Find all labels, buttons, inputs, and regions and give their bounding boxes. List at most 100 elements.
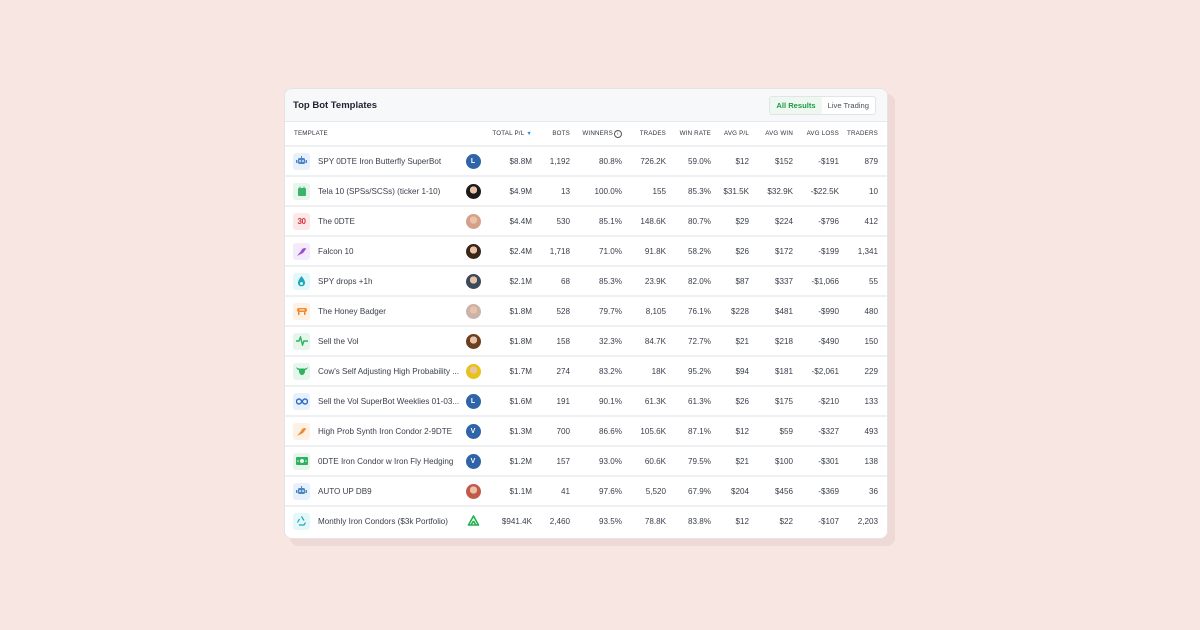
col-total-pl[interactable]: TOTAL P/L ▼ bbox=[485, 122, 532, 147]
template-name[interactable]: AUTO UP DB9 bbox=[318, 486, 372, 496]
avatar-letter[interactable]: L bbox=[465, 153, 481, 169]
template-name[interactable]: The 0DTE bbox=[318, 216, 355, 226]
table-row-7[interactable]: Sell the Vol $1.8M 158 32.3% 84.7K 72.7%… bbox=[285, 326, 887, 357]
avg-pl: $204 bbox=[711, 476, 749, 507]
sort-desc-icon[interactable]: ▼ bbox=[526, 131, 532, 137]
table-row-10[interactable]: High Prob Synth Iron Condor 2-9DTE V $1.… bbox=[285, 416, 887, 447]
table-row-5[interactable]: SPY drops +1h $2.1M 68 85.3% 23.9K 82.0%… bbox=[285, 266, 887, 297]
traders: 1,341 bbox=[839, 236, 878, 267]
template-name[interactable]: Sell the Vol bbox=[318, 336, 359, 346]
table-row-2[interactable]: Tela 10 (SPSs/SCSs) (ticker 1-10) $4.9M … bbox=[285, 176, 887, 207]
bots: 191 bbox=[532, 386, 570, 417]
templates-table: TEMPLATE TOTAL P/L ▼ BOTS WINNERS i TRADES… bbox=[285, 122, 887, 535]
tab-live-trading[interactable]: Live Trading bbox=[827, 100, 869, 110]
avatar-photo[interactable] bbox=[465, 273, 481, 289]
col-win-rate[interactable]: WIN RATE bbox=[666, 122, 711, 147]
bots: 157 bbox=[532, 446, 570, 477]
avg-win: $175 bbox=[749, 386, 793, 417]
avg-win: $32.9K bbox=[749, 176, 793, 207]
traders: 480 bbox=[839, 296, 878, 327]
table-row-11[interactable]: 0DTE Iron Condor w Iron Fly Hedging V $1… bbox=[285, 446, 887, 477]
avg-loss: -$1,066 bbox=[793, 266, 839, 297]
avatar-letter[interactable]: L bbox=[465, 393, 481, 409]
template-name[interactable]: Sell the Vol SuperBot Weeklies 01-03... bbox=[318, 396, 460, 406]
template-name[interactable]: The Honey Badger bbox=[318, 306, 386, 316]
avg-loss: -$191 bbox=[793, 146, 839, 177]
infinity-icon bbox=[293, 392, 310, 410]
col-avg-loss[interactable]: AVG LOSS bbox=[793, 122, 839, 147]
avg-loss: -$107 bbox=[818, 516, 839, 526]
template-name[interactable]: Tela 10 (SPSs/SCSs) (ticker 1-10) bbox=[318, 186, 441, 196]
table-row-12[interactable]: AUTO UP DB9 $1.1M 41 97.6% 5,520 67.9% $… bbox=[285, 476, 887, 507]
table-row-13[interactable]: Monthly Iron Condors ($3k Portfolio) $94… bbox=[285, 506, 887, 535]
tab-all-results[interactable]: All Results bbox=[770, 96, 822, 114]
win-rate: 72.7% bbox=[666, 326, 711, 357]
avg-loss: -$2,061 bbox=[793, 356, 839, 387]
table-row-6[interactable]: The Honey Badger $1.8M 528 79.7% 8,105 7… bbox=[285, 296, 887, 327]
trades: 155 bbox=[622, 176, 666, 207]
win-rate: 83.8% bbox=[688, 516, 711, 526]
avg-pl: $21 bbox=[711, 446, 749, 477]
card-header: Top Bot Templates All Results Live Tradi… bbox=[285, 89, 887, 122]
avg-loss: -$210 bbox=[793, 386, 839, 417]
template-name[interactable]: Cow's Self Adjusting High Probability ..… bbox=[318, 366, 460, 376]
table-row-8[interactable]: Cow's Self Adjusting High Probability ..… bbox=[285, 356, 887, 387]
total-pl: $1.1M bbox=[485, 476, 532, 507]
avg-win: $100 bbox=[749, 446, 793, 477]
avg-win: $152 bbox=[749, 146, 793, 177]
avatar-photo[interactable] bbox=[465, 183, 481, 199]
avg-loss: -$301 bbox=[793, 446, 839, 477]
trades: 726.2K bbox=[622, 146, 666, 177]
money-icon bbox=[293, 452, 310, 470]
traders: 493 bbox=[839, 416, 878, 447]
template-name[interactable]: High Prob Synth Iron Condor 2-9DTE bbox=[318, 426, 453, 436]
winners: 100.0% bbox=[570, 176, 622, 207]
avg-pl: $26 bbox=[711, 236, 749, 267]
col-winners[interactable]: WINNERS i bbox=[570, 122, 622, 147]
win-rate: 59.0% bbox=[666, 146, 711, 177]
col-bots[interactable]: BOTS bbox=[532, 122, 570, 147]
avg-loss: -$199 bbox=[793, 236, 839, 267]
traders: 412 bbox=[839, 206, 878, 237]
avg-win: $456 bbox=[749, 476, 793, 507]
table-row-9[interactable]: Sell the Vol SuperBot Weeklies 01-03... … bbox=[285, 386, 887, 417]
bots: 1,192 bbox=[532, 146, 570, 177]
avatar-letter[interactable]: V bbox=[465, 423, 481, 439]
col-avg-win[interactable]: AVG WIN bbox=[749, 122, 793, 147]
col-traders[interactable]: TRADERS bbox=[839, 122, 878, 147]
avg-loss: -$796 bbox=[793, 206, 839, 237]
avatar-photo[interactable] bbox=[465, 363, 481, 379]
avatar-letter[interactable]: V bbox=[465, 453, 481, 469]
avg-loss: -$369 bbox=[793, 476, 839, 507]
trades: 91.8K bbox=[622, 236, 666, 267]
avatar-photo[interactable] bbox=[465, 213, 481, 229]
avatar-photo[interactable] bbox=[465, 243, 481, 259]
col-trades[interactable]: TRADES bbox=[622, 122, 666, 147]
info-icon[interactable]: i bbox=[614, 129, 622, 138]
template-name[interactable]: 0DTE Iron Condor w Iron Fly Hedging bbox=[318, 456, 454, 466]
bots: 2,460 bbox=[549, 516, 570, 526]
bird-icon bbox=[293, 242, 310, 260]
win-rate: 95.2% bbox=[666, 356, 711, 387]
bots: 41 bbox=[532, 476, 570, 507]
table-row-3[interactable]: 30 The 0DTE $4.4M 530 85.1% 148.6K 80.7%… bbox=[285, 206, 887, 237]
table-row-4[interactable]: Falcon 10 $2.4M 1,718 71.0% 91.8K 58.2% … bbox=[285, 236, 887, 267]
winners: 71.0% bbox=[570, 236, 622, 267]
winners: 83.2% bbox=[570, 356, 622, 387]
template-name[interactable]: SPY 0DTE Iron Butterfly SuperBot bbox=[318, 156, 442, 166]
logo-avatar-icon[interactable] bbox=[466, 514, 481, 529]
avatar-photo[interactable] bbox=[465, 303, 481, 319]
traders: 879 bbox=[839, 146, 878, 177]
template-name[interactable]: Monthly Iron Condors ($3k Portfolio) bbox=[318, 516, 449, 526]
total-pl: $2.4M bbox=[485, 236, 532, 267]
avg-pl: $12 bbox=[711, 146, 749, 177]
table-row-1[interactable]: SPY 0DTE Iron Butterfly SuperBot L $8.8M… bbox=[285, 146, 887, 177]
winners: 32.3% bbox=[570, 326, 622, 357]
avatar-photo[interactable] bbox=[465, 333, 481, 349]
trades: 23.9K bbox=[622, 266, 666, 297]
avatar-photo[interactable] bbox=[465, 483, 481, 499]
col-template[interactable]: TEMPLATE bbox=[285, 122, 461, 147]
template-name[interactable]: Falcon 10 bbox=[318, 246, 354, 256]
col-avg-pl[interactable]: AVG P/L bbox=[711, 122, 749, 147]
template-name[interactable]: SPY drops +1h bbox=[318, 276, 373, 286]
